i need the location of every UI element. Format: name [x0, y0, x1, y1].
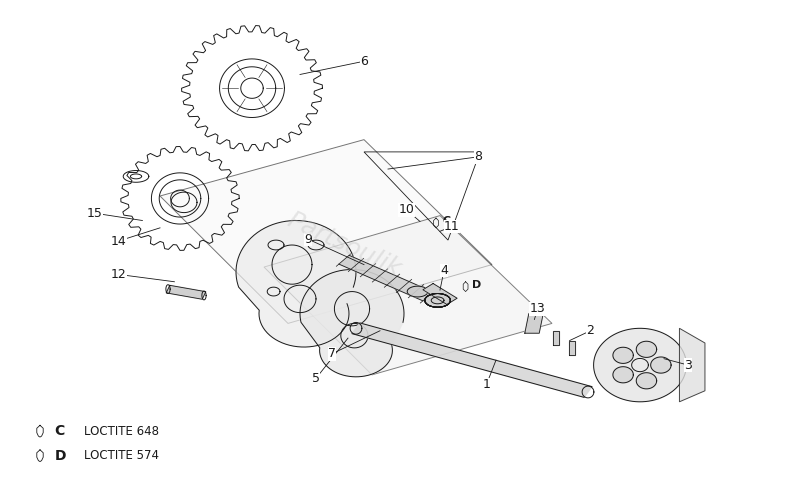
Polygon shape: [300, 270, 404, 377]
Text: 10: 10: [398, 203, 414, 216]
Polygon shape: [650, 357, 671, 373]
Text: 6: 6: [360, 55, 368, 68]
Polygon shape: [636, 373, 657, 389]
Polygon shape: [264, 216, 552, 375]
Polygon shape: [679, 328, 705, 402]
Polygon shape: [166, 285, 206, 299]
Polygon shape: [339, 255, 433, 301]
Polygon shape: [407, 286, 428, 297]
Polygon shape: [352, 323, 592, 397]
Text: LOCTITE 574: LOCTITE 574: [84, 449, 159, 462]
Text: 9: 9: [304, 233, 312, 245]
Text: D: D: [472, 280, 482, 290]
Text: C: C: [442, 217, 450, 226]
Text: C: C: [54, 424, 65, 438]
Polygon shape: [594, 328, 686, 402]
Polygon shape: [554, 331, 558, 345]
Text: 4: 4: [440, 264, 448, 277]
Text: 3: 3: [684, 359, 692, 371]
Text: 7: 7: [328, 347, 336, 360]
Text: LOCTITE 648: LOCTITE 648: [84, 425, 159, 438]
Text: D: D: [54, 449, 66, 463]
Polygon shape: [160, 140, 492, 323]
Polygon shape: [613, 347, 634, 364]
Text: 14: 14: [110, 235, 126, 247]
Polygon shape: [613, 367, 634, 383]
Text: 15: 15: [86, 207, 102, 220]
Text: 5: 5: [312, 372, 320, 385]
Text: 13: 13: [530, 302, 546, 315]
Polygon shape: [570, 341, 574, 355]
Text: Partsoulik: Partsoulik: [283, 208, 405, 282]
Polygon shape: [236, 220, 356, 347]
Polygon shape: [636, 341, 657, 357]
Polygon shape: [425, 294, 450, 307]
Polygon shape: [423, 284, 457, 304]
Polygon shape: [525, 314, 543, 333]
Text: 11: 11: [444, 220, 460, 233]
Text: 1: 1: [482, 378, 490, 391]
Text: 2: 2: [586, 324, 594, 337]
Text: 12: 12: [110, 268, 126, 281]
Text: 8: 8: [474, 150, 482, 163]
